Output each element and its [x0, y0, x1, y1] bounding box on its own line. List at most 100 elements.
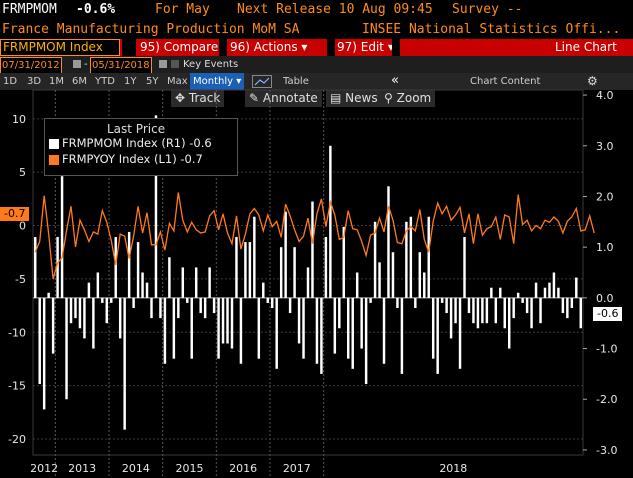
left-tick-label: -20	[8, 433, 26, 446]
start-date-input[interactable]: 07/31/2012	[0, 57, 62, 74]
bar-mom	[485, 297, 489, 324]
last-value: -0.6%	[76, 2, 116, 17]
x-tick-label: 2012	[30, 462, 58, 475]
left-last-value-tag: -0.7	[0, 207, 30, 221]
end-date-input[interactable]: 05/31/2018	[90, 57, 152, 74]
bar-mom	[427, 216, 430, 298]
bar-mom	[145, 282, 149, 298]
bar-mom	[351, 297, 354, 369]
zoom-button[interactable]: ⚲ Zoom	[380, 90, 436, 107]
bar-mom	[440, 297, 444, 303]
bar-mom	[481, 297, 484, 324]
bar-mom	[150, 297, 153, 319]
chart-content-button[interactable]: Chart Content	[470, 76, 541, 87]
bar-mom	[516, 292, 520, 298]
bar-mom	[208, 267, 211, 298]
bar-mom	[257, 297, 261, 359]
period-max[interactable]: Max	[167, 76, 188, 87]
bar-mom	[87, 282, 91, 298]
bar-mom	[127, 231, 131, 298]
bar-mom	[405, 221, 408, 298]
period-1y[interactable]: 1Y	[124, 76, 137, 87]
bar-mom	[83, 297, 86, 339]
bar-mom	[248, 242, 252, 298]
security-field[interactable]: FRMPMOM Index	[0, 39, 120, 56]
compare-button[interactable]: 95) Compare	[140, 40, 219, 54]
period-5y[interactable]: 5Y	[146, 76, 159, 87]
bar-mom	[315, 297, 319, 364]
legend-title: Last Price	[107, 122, 166, 136]
key-events-checkbox[interactable]	[171, 60, 179, 68]
legend: Last Price FRMPMOM Index (R1) -0.6 FRMPY…	[44, 118, 238, 176]
right-tick-label: 0.0	[596, 292, 614, 305]
bar-mom	[177, 297, 180, 319]
key-events-label: Key Events	[183, 59, 239, 70]
bar-mom	[101, 297, 104, 303]
bar-mom	[431, 297, 435, 359]
legend-swatch-mom	[49, 139, 59, 149]
bar-mom	[382, 297, 386, 364]
news-button[interactable]: ▤ News	[326, 90, 382, 107]
bar-mom	[525, 297, 529, 314]
bar-mom	[503, 297, 506, 329]
bar-mom	[34, 237, 37, 298]
x-tick-label: 2014	[122, 462, 150, 475]
bar-mom	[436, 297, 439, 374]
double-chevron-left-icon[interactable]: «	[391, 73, 399, 88]
bar-mom	[168, 257, 171, 298]
bar-mom	[364, 297, 368, 385]
actions-button[interactable]: 96) Actions ▾	[230, 40, 308, 54]
frequency-select[interactable]: Monthly ▾	[190, 73, 245, 90]
period-3d[interactable]: 3D	[27, 76, 42, 87]
bar-mom	[342, 226, 346, 298]
right-tick-label: 2.0	[596, 190, 614, 203]
x-tick-label: 2013	[68, 462, 96, 475]
period-1d[interactable]: 1D	[3, 76, 18, 87]
period-ytd[interactable]: YTD	[95, 76, 115, 87]
bar-mom	[203, 297, 207, 319]
bar-mom	[123, 297, 126, 430]
bar-mom	[297, 297, 301, 344]
bar-mom	[114, 237, 117, 298]
annotate-button[interactable]: ✎ Annotate	[245, 90, 322, 107]
bar-mom	[570, 297, 574, 308]
bar-mom	[194, 267, 198, 298]
source-label: INSEE National Statistics Offi...	[362, 22, 621, 37]
bar-mom	[38, 297, 41, 385]
bar-mom	[78, 297, 82, 329]
right-tick-label: 1.0	[596, 241, 614, 254]
gear-icon[interactable]: ⚙	[587, 74, 598, 88]
bar-mom	[288, 297, 292, 314]
bar-mom	[311, 201, 314, 298]
bar-mom	[181, 267, 185, 298]
bar-mom	[96, 272, 100, 298]
bar-mom	[226, 297, 229, 344]
bar-mom	[423, 272, 426, 298]
right-tick-label: 3.0	[596, 140, 614, 153]
x-tick-label: 2016	[229, 462, 257, 475]
bar-mom	[324, 237, 328, 298]
bar-mom	[494, 297, 498, 324]
bar-mom	[534, 282, 538, 298]
calendar-icon[interactable]	[159, 60, 167, 68]
survey: Survey --	[452, 2, 523, 17]
period-1m[interactable]: 1M	[49, 76, 64, 87]
bar-mom	[521, 297, 524, 303]
bar-mom	[548, 282, 551, 298]
line-style-icon[interactable]	[252, 75, 272, 88]
track-button[interactable]: ✥ Track	[171, 90, 225, 107]
bar-mom	[320, 297, 323, 374]
bar-mom	[262, 282, 265, 298]
table-button[interactable]: Table	[283, 76, 309, 87]
calendar-icon[interactable]	[73, 60, 81, 68]
chart-type-label[interactable]: Line Chart	[555, 40, 617, 54]
edit-button[interactable]: 97) Edit ▾	[337, 40, 394, 54]
bar-mom	[499, 287, 502, 298]
bar-mom	[369, 297, 372, 303]
bar-mom	[172, 297, 176, 359]
bar-mom	[284, 211, 287, 298]
bar-mom	[373, 221, 377, 298]
period-6m[interactable]: 6M	[72, 76, 87, 87]
bar-mom	[69, 297, 73, 324]
bar-mom	[279, 247, 283, 298]
